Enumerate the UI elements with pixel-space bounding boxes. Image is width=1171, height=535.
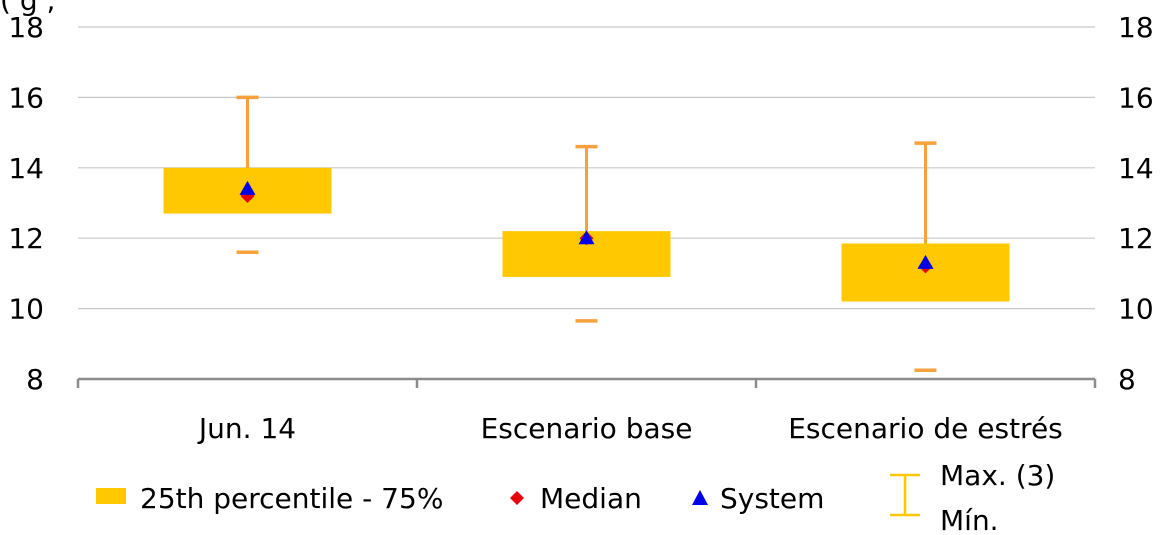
system-marker-2 (917, 254, 934, 269)
x-category-label-1: Escenario base (481, 412, 693, 445)
y-tick-left-8: 8 (26, 363, 44, 396)
legend-label-system: System (720, 482, 824, 515)
y-tick-right-14: 14 (1118, 152, 1154, 185)
plot-marks (163, 95, 1010, 372)
legend: 25th percentile - 75% Median System Max. (3… (96, 459, 1055, 535)
x-category-label-0: Jun. 14 (197, 412, 296, 445)
y-tick-left-12: 12 (8, 222, 44, 255)
system-marker-0 (239, 180, 256, 195)
y-axis-left: 8 10 12 14 16 18 (8, 11, 44, 396)
legend-label-min: Mín. (940, 504, 999, 535)
y-tick-left-10: 10 (8, 293, 44, 326)
y-tick-left-14: 14 (8, 152, 44, 185)
y-tick-right-12: 12 (1118, 222, 1154, 255)
y-tick-right-18: 18 (1118, 11, 1154, 44)
y-tick-left-16: 16 (8, 81, 44, 114)
y-tick-right-8: 8 (1118, 363, 1136, 396)
x-axis: Jun. 14 Escenario base Escenario de estrés (76, 377, 1097, 445)
legend-label-max: Max. (3) (940, 459, 1055, 492)
x-category-label-2: Escenario de estrés (788, 412, 1063, 445)
legend-label-iqr: 25th percentile - 75% (140, 482, 443, 515)
legend-box-swatch (96, 488, 126, 504)
legend-label-median: Median (540, 482, 642, 515)
y-axis-right: 8 10 12 14 16 18 (1118, 11, 1154, 396)
y-tick-right-16: 16 (1118, 81, 1154, 114)
y-tick-left-18: 18 (8, 11, 44, 44)
legend-median-swatch (510, 491, 524, 505)
y-tick-right-10: 10 (1118, 293, 1154, 326)
top-note: ( g , (0, 0, 55, 17)
system-marker-1 (578, 230, 595, 245)
legend-system-swatch (692, 490, 708, 505)
